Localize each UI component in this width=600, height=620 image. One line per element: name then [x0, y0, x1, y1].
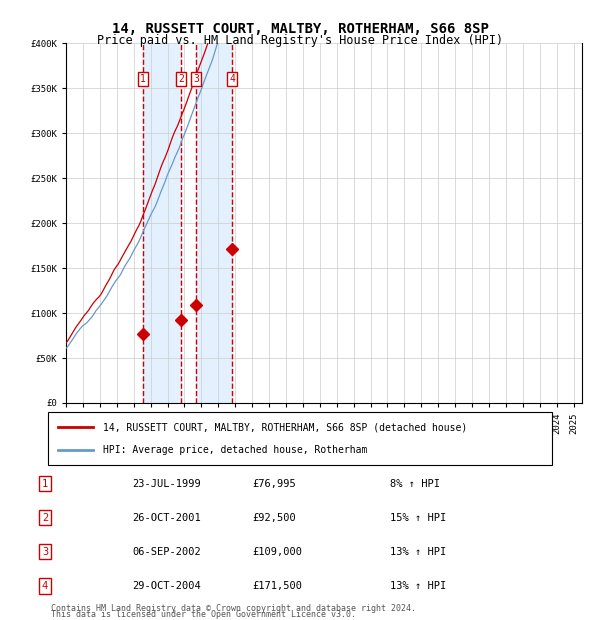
Text: £171,500: £171,500 — [252, 581, 302, 591]
Text: 26-OCT-2001: 26-OCT-2001 — [132, 513, 201, 523]
Text: £109,000: £109,000 — [252, 547, 302, 557]
Text: 2: 2 — [178, 74, 184, 84]
FancyBboxPatch shape — [48, 412, 552, 465]
Text: 1: 1 — [42, 479, 48, 489]
Text: 3: 3 — [193, 74, 199, 84]
Bar — [196, 43, 232, 403]
Text: £92,500: £92,500 — [252, 513, 296, 523]
Text: This data is licensed under the Open Government Licence v3.0.: This data is licensed under the Open Gov… — [51, 609, 356, 619]
Text: HPI: Average price, detached house, Rotherham: HPI: Average price, detached house, Roth… — [103, 445, 368, 455]
Bar — [143, 43, 181, 403]
Text: 06-SEP-2002: 06-SEP-2002 — [132, 547, 201, 557]
Text: 14, RUSSETT COURT, MALTBY, ROTHERHAM, S66 8SP: 14, RUSSETT COURT, MALTBY, ROTHERHAM, S6… — [112, 22, 488, 36]
Text: 4: 4 — [229, 74, 235, 84]
Text: 4: 4 — [42, 581, 48, 591]
Text: £76,995: £76,995 — [252, 479, 296, 489]
Text: 13% ↑ HPI: 13% ↑ HPI — [390, 581, 446, 591]
Text: 15% ↑ HPI: 15% ↑ HPI — [390, 513, 446, 523]
Text: 1: 1 — [140, 74, 146, 84]
Text: 14, RUSSETT COURT, MALTBY, ROTHERHAM, S66 8SP (detached house): 14, RUSSETT COURT, MALTBY, ROTHERHAM, S6… — [103, 422, 467, 432]
Text: 13% ↑ HPI: 13% ↑ HPI — [390, 547, 446, 557]
Text: 3: 3 — [42, 547, 48, 557]
Text: 29-OCT-2004: 29-OCT-2004 — [132, 581, 201, 591]
Text: 8% ↑ HPI: 8% ↑ HPI — [390, 479, 440, 489]
Text: 2: 2 — [42, 513, 48, 523]
Text: Contains HM Land Registry data © Crown copyright and database right 2024.: Contains HM Land Registry data © Crown c… — [51, 603, 416, 613]
Text: 23-JUL-1999: 23-JUL-1999 — [132, 479, 201, 489]
Text: Price paid vs. HM Land Registry's House Price Index (HPI): Price paid vs. HM Land Registry's House … — [97, 34, 503, 47]
